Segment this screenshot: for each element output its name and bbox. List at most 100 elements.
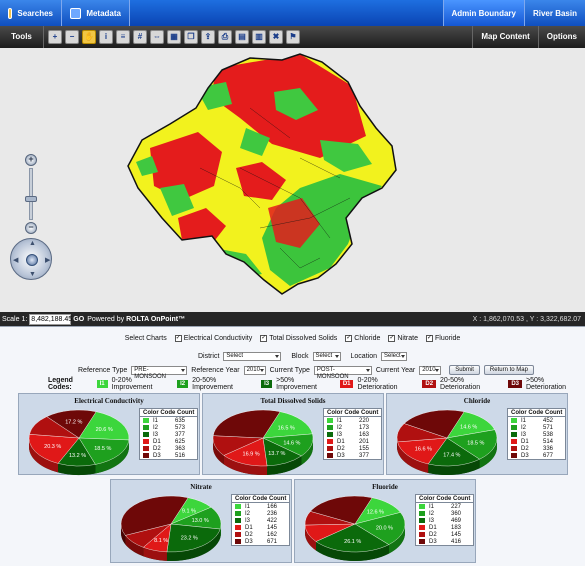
zoom-in-button[interactable]: + [25, 154, 37, 166]
globe-icon[interactable] [26, 254, 38, 266]
pan-left-icon[interactable]: ◀ [13, 257, 19, 264]
reference-type-label: Reference Type [78, 366, 128, 374]
color-swatch [511, 446, 517, 451]
zoom-out-button[interactable]: − [25, 222, 37, 234]
pie-side-i3 [58, 463, 96, 475]
layer-grid-icon[interactable]: # [133, 30, 147, 44]
color-swatch [511, 418, 517, 423]
print-icon[interactable]: ⎙ [218, 30, 232, 44]
submit-button[interactable]: Submit [449, 365, 480, 375]
map-canvas[interactable]: + − ▲ ▼ ◀ ▶ [0, 48, 585, 312]
pie-side-d2 [125, 535, 144, 557]
pan-hand-icon[interactable]: ✋ [82, 30, 96, 44]
pie-side-i2 [479, 438, 497, 469]
count-cell: 452 [542, 417, 553, 424]
layers-icon[interactable]: ≡ [116, 30, 130, 44]
tab-river-basin-label: River Basin [532, 8, 577, 18]
pan-control[interactable]: ▲ ▼ ◀ ▶ [10, 238, 52, 280]
code-cell: I1 [337, 417, 343, 424]
zoom-out-icon[interactable]: − [65, 30, 79, 44]
pan-right-icon[interactable]: ▶ [45, 257, 51, 264]
zoom-knob[interactable] [25, 196, 37, 202]
current-type-select[interactable]: POST-MONSOON [313, 365, 372, 380]
pie-slice-d3 [310, 495, 373, 525]
block-select[interactable]: Select [312, 351, 341, 361]
clear-icon[interactable]: ✖ [269, 30, 283, 44]
legend-text-d2: 20-50% Deterioration [440, 377, 481, 391]
table-row: I3 422 [232, 517, 289, 524]
code-cell: I3 [245, 517, 251, 524]
table-row: I2 173 [324, 424, 381, 431]
scale-input[interactable]: 8,482,188.45 [29, 313, 73, 325]
table-row: D3 416 [416, 538, 473, 545]
powered-by-label: Powered by ROLTA OnPoint™ [87, 316, 185, 323]
count-cell: 163 [358, 431, 369, 438]
color-swatch [235, 504, 241, 509]
options-button[interactable]: Options [537, 26, 585, 48]
count-cell: 220 [358, 417, 369, 424]
legend-text-i1: 0-20% Improvement [111, 377, 153, 391]
zoom-slider[interactable]: + − [24, 154, 38, 236]
tab-river-basin[interactable]: River Basin [523, 0, 585, 26]
map-content-button[interactable]: Map Content [472, 26, 537, 48]
go-button[interactable]: GO [73, 315, 85, 323]
count-cell: 162 [266, 531, 277, 538]
tab-metadata[interactable]: Metadata [62, 0, 130, 26]
pan-down-icon[interactable]: ▼ [29, 271, 36, 278]
count-cell: 236 [266, 510, 277, 517]
map-region [128, 54, 396, 294]
table-icon[interactable]: ▥ [252, 30, 266, 44]
count-cell: 377 [358, 452, 369, 459]
checkbox-total-dissolved-solids[interactable]: ✓ Total Dissolved Solids [260, 335, 338, 342]
pie-slice-i1 [262, 411, 313, 439]
checkbox-fluoride[interactable]: ✓ Fluoride [426, 335, 461, 342]
table-row: I3 163 [324, 431, 381, 438]
checkbox-nitrate[interactable]: ✓ Nitrate [388, 335, 418, 342]
pan-up-icon[interactable]: ▲ [29, 240, 36, 247]
info-icon[interactable]: i [99, 30, 113, 44]
slice-label: 18.5 % [94, 446, 111, 452]
legend-code-i1: I1 [96, 380, 108, 388]
color-swatch [327, 425, 333, 430]
legend-codes: Legend Codes: I1 0-20% Improvement I2 20-50… [0, 377, 585, 391]
color-swatch [327, 453, 333, 458]
count-cell: 173 [358, 424, 369, 431]
count-cell: 360 [450, 510, 461, 517]
return-to-map-button[interactable]: Return to Map [483, 365, 534, 375]
location-select[interactable]: Select [380, 351, 407, 361]
current-year-select[interactable]: 2010 [419, 365, 442, 375]
slice-label: 16.6 % [415, 446, 432, 452]
current-type-label: Current Type [269, 366, 310, 374]
export-icon[interactable]: ⇪ [201, 30, 215, 44]
tab-searches[interactable]: Searches [0, 0, 62, 26]
count-cell: 635 [174, 417, 185, 424]
copy-map-icon[interactable]: ❐ [184, 30, 198, 44]
bookmark-icon[interactable]: ⚑ [286, 30, 300, 44]
count-cell: 155 [358, 445, 369, 452]
pie-slice-d3 [120, 495, 189, 536]
zoom-track[interactable] [29, 168, 33, 220]
document-icon[interactable]: ▤ [235, 30, 249, 44]
reference-type-select[interactable]: PRE-MONSOON [131, 365, 188, 380]
legend-label: Legend Codes: [48, 377, 73, 391]
reference-year-select[interactable]: 2010 [243, 365, 266, 375]
slice-label: 14.6 % [460, 424, 477, 430]
count-cell: 514 [542, 438, 553, 445]
color-swatch [419, 504, 425, 509]
checkbox-electrical-conductivity[interactable]: ✓ Electrical Conductivity [174, 335, 253, 342]
pie-slice-i2 [354, 512, 406, 545]
zoom-in-icon[interactable]: + [48, 30, 62, 44]
color-swatch [419, 518, 425, 523]
color-swatch [235, 518, 241, 523]
count-cell: 573 [174, 424, 185, 431]
color-swatch [143, 432, 149, 437]
table-row: D3 671 [232, 538, 289, 545]
color-swatch [235, 511, 241, 516]
checkbox-chloride[interactable]: ✓ Chloride [345, 335, 381, 342]
tab-admin-boundary[interactable]: Admin Boundary [442, 0, 524, 26]
slice-label: 20.0 % [376, 525, 393, 531]
district-select[interactable]: Select [223, 351, 282, 361]
measure-icon[interactable]: ⇔ [150, 30, 164, 44]
map-view-icon[interactable]: ▦ [167, 30, 181, 44]
tools-menu[interactable]: Tools [0, 26, 44, 48]
